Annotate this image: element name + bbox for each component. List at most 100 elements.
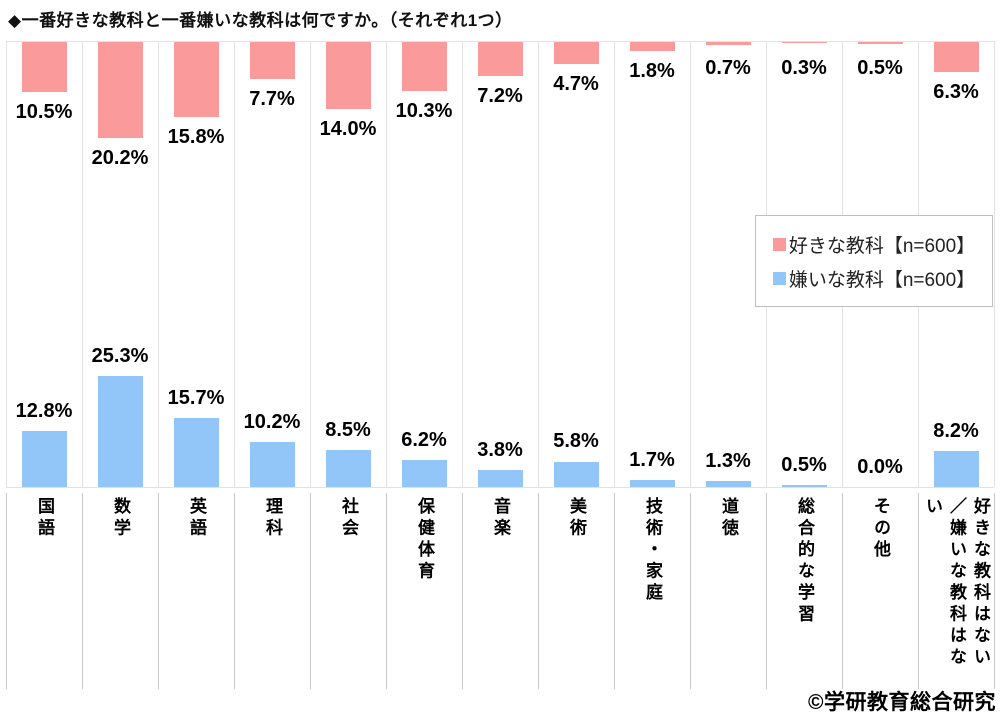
favorite-value-label: 6.3% <box>933 81 979 103</box>
bar-disliked <box>249 442 295 487</box>
favorite-value-label: 10.3% <box>395 100 453 122</box>
bar-disliked <box>97 375 143 487</box>
category-label: 英語 <box>158 497 234 687</box>
category-label: 道徳 <box>690 497 766 687</box>
category-label: 技術・家庭 <box>614 497 690 687</box>
plot-top-line <box>6 41 994 42</box>
legend-label-disliked: 嫌いな教科【n=600】 <box>788 269 976 291</box>
bar-favorite <box>477 42 523 77</box>
gridline <box>766 493 767 689</box>
category-label: 保健体育 <box>386 497 462 687</box>
gridline <box>158 493 159 689</box>
bar-favorite <box>629 42 675 51</box>
category-label: 美術 <box>538 497 614 687</box>
favorite-value-label: 7.2% <box>477 85 523 107</box>
gridline <box>6 493 7 689</box>
gridline <box>462 493 463 689</box>
disliked-value-label: 1.3% <box>705 450 751 472</box>
bar-favorite <box>249 42 295 79</box>
legend: 好きな教科【n=600】 嫌いな教科【n=600】 <box>755 215 993 307</box>
chart-title: ◆一番好きな教科と一番嫌いな教科は何ですか。（それぞれ1つ） <box>8 11 513 30</box>
category-label-text: 道徳 <box>719 497 738 540</box>
category-label: 音楽 <box>462 497 538 687</box>
bar-favorite <box>553 42 599 65</box>
disliked-value-label: 5.8% <box>553 430 599 452</box>
bar-favorite <box>933 42 979 72</box>
category-label-text: 社会 <box>339 497 358 540</box>
favorite-value-label: 20.2% <box>91 147 149 169</box>
bar-disliked <box>781 484 827 487</box>
bar-disliked <box>553 461 599 487</box>
gridline <box>310 41 311 487</box>
category-label: 国語 <box>6 497 82 687</box>
category-label-text: 好きな教科はない ／嫌いな教科はない <box>923 497 990 669</box>
bar-disliked <box>629 479 675 487</box>
favorite-value-label: 0.7% <box>705 57 751 79</box>
category-label-text: その他 <box>871 497 890 562</box>
disliked-value-label: 3.8% <box>477 439 523 461</box>
gridline <box>690 41 691 487</box>
favorite-value-label: 15.8% <box>167 126 225 148</box>
gridline <box>310 493 311 689</box>
bar-favorite <box>21 42 67 92</box>
category-label-text: 国語 <box>35 497 54 540</box>
favorite-value-label: 10.5% <box>15 101 73 123</box>
gridline <box>6 41 7 487</box>
disliked-value-label: 12.8% <box>15 400 73 422</box>
bar-favorite <box>173 42 219 117</box>
copyright: ©学研教育総合研究 <box>808 691 996 714</box>
gridline <box>994 493 995 689</box>
category-label-text: 保健体育 <box>415 497 434 583</box>
gridline <box>82 493 83 689</box>
category-label: 総合的な学習 <box>766 497 842 687</box>
bar-favorite <box>325 42 371 109</box>
bar-disliked <box>477 470 523 487</box>
gridline <box>234 493 235 689</box>
legend-label-favorite: 好きな教科【n=600】 <box>788 235 976 257</box>
category-label: 好きな教科はない ／嫌いな教科はない <box>918 497 994 687</box>
bar-disliked <box>325 449 371 487</box>
gridline <box>994 41 995 487</box>
gridline <box>538 493 539 689</box>
legend-item-disliked: 嫌いな教科【n=600】 <box>772 265 976 292</box>
favorite-value-label: 0.5% <box>857 57 903 79</box>
bar-favorite <box>857 42 903 45</box>
bar-favorite <box>781 42 827 44</box>
disliked-value-label: 8.5% <box>325 419 371 441</box>
favorite-value-label: 14.0% <box>319 118 377 140</box>
bar-favorite <box>97 42 143 138</box>
favorite-value-label: 7.7% <box>249 88 295 110</box>
favorite-value-label: 0.3% <box>781 57 827 79</box>
gridline <box>158 41 159 487</box>
bar-favorite <box>401 42 447 91</box>
baseline <box>6 487 994 488</box>
disliked-value-label: 10.2% <box>243 411 301 433</box>
category-label-text: 英語 <box>187 497 206 540</box>
bar-favorite <box>705 42 751 46</box>
disliked-value-label: 8.2% <box>933 420 979 442</box>
bar-disliked <box>173 417 219 487</box>
category-label-text: 総合的な学習 <box>795 497 814 626</box>
disliked-value-label: 15.7% <box>167 387 225 409</box>
favorite-value-label: 4.7% <box>553 73 599 95</box>
category-label: 理科 <box>234 497 310 687</box>
disliked-color-swatch-icon <box>772 271 786 285</box>
disliked-value-label: 1.7% <box>629 449 675 471</box>
gridline <box>386 41 387 487</box>
bar-disliked <box>401 459 447 487</box>
category-label-text: 技術・家庭 <box>643 497 662 605</box>
gridline <box>538 41 539 487</box>
gridline <box>462 41 463 487</box>
gridline <box>690 493 691 689</box>
favorite-value-label: 1.8% <box>629 60 675 82</box>
gridline <box>614 493 615 689</box>
favorite-color-swatch-icon <box>772 237 786 251</box>
gridline <box>614 41 615 487</box>
legend-item-favorite: 好きな教科【n=600】 <box>772 231 976 258</box>
bar-disliked <box>933 450 979 487</box>
category-label-text: 数学 <box>111 497 130 540</box>
bar-disliked <box>21 430 67 487</box>
category-label-text: 理科 <box>263 497 282 540</box>
